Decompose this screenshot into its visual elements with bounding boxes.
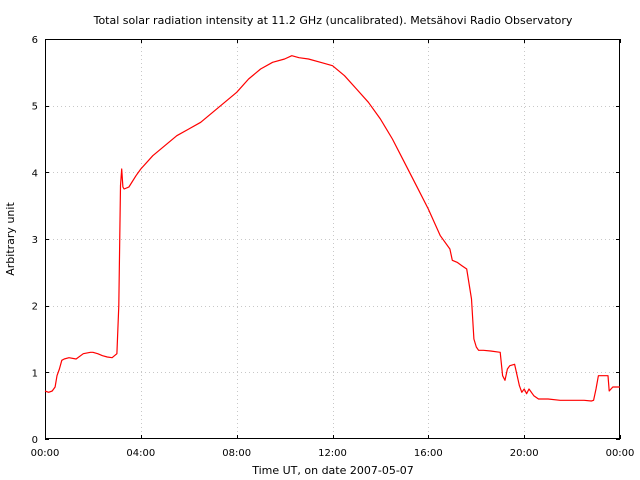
x-tick-label: 12:00 <box>318 448 347 459</box>
y-tick-label: 0 <box>32 435 38 446</box>
chart-title: Total solar radiation intensity at 11.2 … <box>93 14 573 27</box>
y-tick-label: 5 <box>32 102 38 113</box>
y-tick-label: 6 <box>32 35 38 46</box>
x-tick-label: 00:00 <box>31 448 60 459</box>
x-tick-label: 04:00 <box>126 448 155 459</box>
x-tick-label: 00:00 <box>606 448 635 459</box>
y-tick-label: 1 <box>32 368 38 379</box>
axis-ticks <box>45 39 621 440</box>
tick-labels: 00:00 04:00 08:00 12:00 16:00 20:00 00:00 0 1 2 3 4… <box>31 35 635 459</box>
x-axis-label: Time UT, on date 2007-05-07 <box>251 464 414 477</box>
y-tick-label: 3 <box>32 235 38 246</box>
grid-lines <box>45 39 620 439</box>
y-axis-label: Arbitrary unit <box>4 202 17 276</box>
x-tick-label: 16:00 <box>414 448 443 459</box>
x-tick-label: 08:00 <box>222 448 251 459</box>
y-tick-label: 2 <box>32 302 38 313</box>
y-tick-label: 4 <box>32 168 38 179</box>
series-line <box>44 55 620 402</box>
x-tick-label: 20:00 <box>510 448 539 459</box>
